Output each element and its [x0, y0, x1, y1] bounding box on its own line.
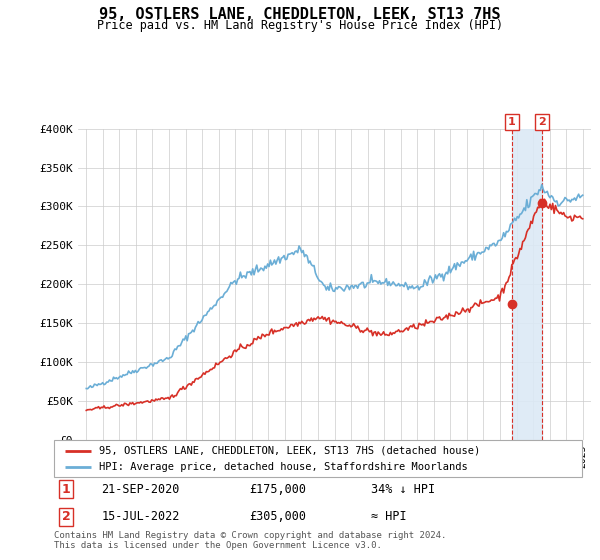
Text: Price paid vs. HM Land Registry's House Price Index (HPI): Price paid vs. HM Land Registry's House … [97, 19, 503, 32]
FancyBboxPatch shape [54, 440, 582, 477]
Text: 2: 2 [62, 510, 71, 523]
Text: ≈ HPI: ≈ HPI [371, 510, 406, 523]
Text: HPI: Average price, detached house, Staffordshire Moorlands: HPI: Average price, detached house, Staf… [99, 462, 467, 472]
Text: Contains HM Land Registry data © Crown copyright and database right 2024.
This d: Contains HM Land Registry data © Crown c… [54, 531, 446, 550]
Text: 95, OSTLERS LANE, CHEDDLETON, LEEK, ST13 7HS (detached house): 95, OSTLERS LANE, CHEDDLETON, LEEK, ST13… [99, 446, 480, 455]
Text: 95, OSTLERS LANE, CHEDDLETON, LEEK, ST13 7HS: 95, OSTLERS LANE, CHEDDLETON, LEEK, ST13… [99, 7, 501, 22]
Text: £175,000: £175,000 [250, 483, 307, 496]
Bar [512, 129, 542, 440]
Text: 15-JUL-2022: 15-JUL-2022 [101, 510, 180, 523]
Text: 34% ↓ HPI: 34% ↓ HPI [371, 483, 435, 496]
Text: 1: 1 [508, 117, 516, 127]
Text: £305,000: £305,000 [250, 510, 307, 523]
Text: 2: 2 [538, 117, 546, 127]
Text: 1: 1 [62, 483, 71, 496]
Text: 21-SEP-2020: 21-SEP-2020 [101, 483, 180, 496]
